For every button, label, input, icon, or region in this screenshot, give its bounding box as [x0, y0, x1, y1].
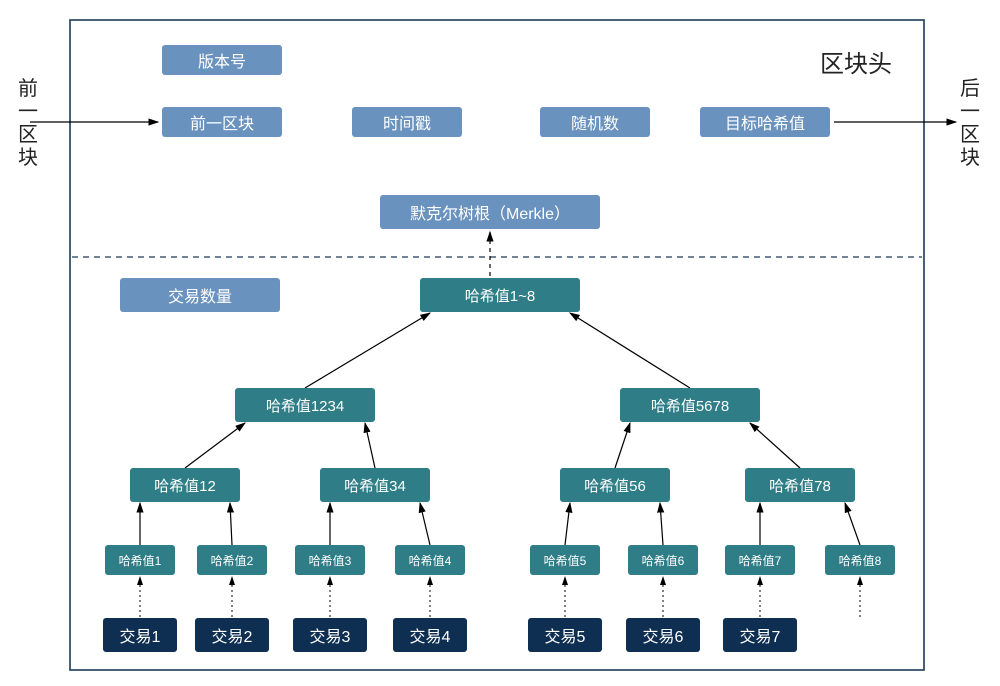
tx-3: 交易3 [293, 618, 367, 652]
box-merkle-root: 默克尔树根（Merkle） [380, 195, 600, 229]
hash-root: 哈希值1~8 [420, 278, 580, 312]
hash-leaf-6: 哈希值6 [628, 545, 698, 575]
box-version: 版本号 [162, 45, 282, 75]
hash-leaf-4: 哈希值4 [395, 545, 465, 575]
hash-leaf-8: 哈希值8 [825, 545, 895, 575]
hash-l3-3: 哈希值56 [560, 468, 670, 502]
hash-l3-2: 哈希值34 [320, 468, 430, 502]
box-target-hash: 目标哈希值 [700, 107, 830, 137]
box-prev-block: 前一区块 [162, 107, 282, 137]
tx-5: 交易5 [528, 618, 602, 652]
diagram-stage: 前一区块 后一区块 区块头 版本号 前一区块 时间戳 随机数 目标哈希值 默克尔… [0, 0, 1000, 686]
svg-layer [0, 0, 1000, 686]
box-nonce: 随机数 [540, 107, 650, 137]
hash-leaf-1: 哈希值1 [105, 545, 175, 575]
hash-leaf-3: 哈希值3 [295, 545, 365, 575]
tx-6: 交易6 [626, 618, 700, 652]
hash-l3-1: 哈希值12 [130, 468, 240, 502]
box-tx-count: 交易数量 [120, 278, 280, 312]
hash-l2-1: 哈希值1234 [235, 388, 375, 422]
hash-leaf-2: 哈希值2 [197, 545, 267, 575]
box-timestamp: 时间戳 [352, 107, 462, 137]
tx-4: 交易4 [393, 618, 467, 652]
hash-l2-2: 哈希值5678 [620, 388, 760, 422]
hash-leaf-7: 哈希值7 [725, 545, 795, 575]
header-title: 区块头 [820, 44, 892, 79]
hash-leaf-5: 哈希值5 [530, 545, 600, 575]
tx-1: 交易1 [103, 618, 177, 652]
tx-7: 交易7 [723, 618, 797, 652]
label-prev-block: 前一区块 [18, 78, 38, 170]
hash-l3-4: 哈希值78 [745, 468, 855, 502]
tx-2: 交易2 [195, 618, 269, 652]
label-next-block: 后一区块 [960, 78, 980, 170]
